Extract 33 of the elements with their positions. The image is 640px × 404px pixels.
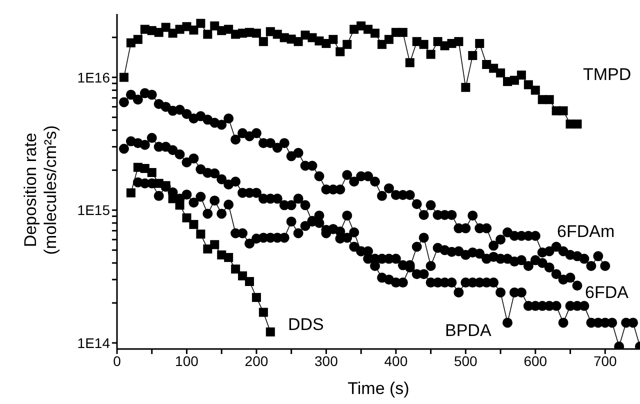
x-tick-label: 0 xyxy=(113,352,122,369)
point xyxy=(196,230,206,239)
point xyxy=(175,200,184,210)
point xyxy=(231,264,240,274)
point xyxy=(182,213,192,222)
x-axis-title: Time (s) xyxy=(348,379,410,398)
series-label: TMPD xyxy=(583,65,632,84)
point xyxy=(258,308,268,317)
point xyxy=(189,220,198,229)
point xyxy=(238,271,248,280)
point xyxy=(210,240,220,250)
series-label: 6FDA xyxy=(585,283,630,302)
y-tick-label: 1E15 xyxy=(77,202,110,218)
x-tick-label: 200 xyxy=(244,352,268,369)
point xyxy=(203,244,212,254)
point xyxy=(244,277,254,286)
x-tick-label: 300 xyxy=(314,352,338,369)
y-tick-label: 1E16 xyxy=(77,69,110,86)
point xyxy=(147,168,156,178)
series-label: BPDA xyxy=(445,321,492,340)
point xyxy=(266,327,275,336)
y-axis-title: Deposition rate (molecules/cm²s) xyxy=(21,125,60,255)
x-tick-label: 500 xyxy=(454,352,478,369)
series-label: DDS xyxy=(288,315,324,334)
point xyxy=(252,292,261,302)
point xyxy=(224,252,234,262)
x-tick-label: 400 xyxy=(384,352,408,369)
series-label: 6FDAm xyxy=(557,222,615,241)
y-tick-label: 1E14 xyxy=(77,334,110,351)
x-tick-label: 600 xyxy=(524,352,548,369)
x-tick-label: 700 xyxy=(593,352,618,369)
x-tick-label: 100 xyxy=(175,352,199,369)
point xyxy=(126,188,136,198)
